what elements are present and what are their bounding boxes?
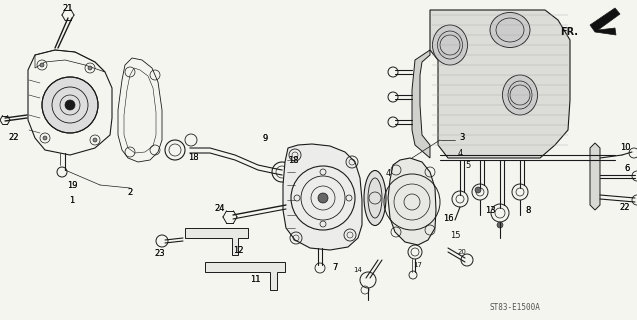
Circle shape [93, 138, 97, 142]
Text: 10: 10 [620, 142, 630, 151]
Text: 11: 11 [250, 276, 261, 284]
Circle shape [318, 193, 328, 203]
Text: 24: 24 [215, 204, 225, 212]
Text: 19: 19 [67, 180, 77, 189]
Text: 18: 18 [188, 153, 198, 162]
Text: 14: 14 [354, 267, 362, 273]
Text: 9: 9 [262, 133, 268, 142]
Text: 9: 9 [262, 133, 268, 142]
Text: 24: 24 [215, 204, 225, 212]
Text: 16: 16 [443, 213, 454, 222]
Text: 22: 22 [620, 203, 630, 212]
Text: 23: 23 [155, 249, 166, 258]
Text: 10: 10 [620, 142, 630, 151]
Text: 2: 2 [127, 188, 132, 196]
Circle shape [43, 136, 47, 140]
Text: 13: 13 [485, 205, 496, 214]
Text: 5: 5 [466, 161, 471, 170]
Text: 22: 22 [620, 203, 630, 212]
Text: 1: 1 [69, 196, 75, 204]
Text: 22: 22 [9, 132, 19, 141]
Text: 17: 17 [413, 262, 422, 268]
Polygon shape [205, 262, 285, 290]
Text: 18: 18 [288, 156, 298, 164]
Text: 11: 11 [250, 276, 261, 284]
Polygon shape [590, 8, 620, 35]
Text: FR.: FR. [560, 27, 578, 37]
Polygon shape [590, 143, 600, 210]
Text: 7: 7 [333, 263, 338, 273]
Text: 12: 12 [233, 245, 243, 254]
Polygon shape [430, 10, 570, 158]
Text: 2: 2 [127, 188, 132, 196]
Circle shape [497, 222, 503, 228]
Text: 3: 3 [459, 132, 464, 141]
Text: ST83-E1500A: ST83-E1500A [490, 303, 541, 313]
Text: 18: 18 [188, 153, 198, 162]
Text: 12: 12 [233, 245, 243, 254]
Text: 4: 4 [457, 148, 462, 157]
Ellipse shape [490, 12, 530, 47]
Text: 6: 6 [624, 164, 630, 172]
Ellipse shape [433, 25, 468, 65]
Text: 16: 16 [443, 213, 454, 222]
Text: 3: 3 [459, 132, 464, 141]
Circle shape [65, 100, 75, 110]
Circle shape [40, 63, 44, 67]
Text: 22: 22 [9, 132, 19, 141]
Ellipse shape [364, 171, 386, 226]
Text: 23: 23 [155, 249, 166, 258]
Text: 21: 21 [63, 4, 73, 12]
Text: 15: 15 [450, 230, 461, 239]
Text: 6: 6 [624, 164, 630, 172]
Circle shape [88, 66, 92, 70]
Polygon shape [388, 158, 436, 245]
Circle shape [475, 187, 481, 193]
Text: 18: 18 [288, 156, 298, 164]
Text: 8: 8 [526, 205, 531, 214]
Text: 8: 8 [526, 205, 531, 214]
Text: 20: 20 [457, 249, 466, 255]
Text: 1: 1 [69, 196, 75, 204]
Ellipse shape [503, 75, 538, 115]
Text: 4: 4 [385, 169, 390, 178]
Text: 19: 19 [67, 180, 77, 189]
Polygon shape [412, 50, 430, 158]
Text: 13: 13 [485, 205, 496, 214]
Polygon shape [283, 144, 362, 250]
Text: 7: 7 [333, 263, 338, 273]
Circle shape [42, 77, 98, 133]
Text: 21: 21 [63, 4, 73, 12]
Polygon shape [185, 228, 248, 255]
